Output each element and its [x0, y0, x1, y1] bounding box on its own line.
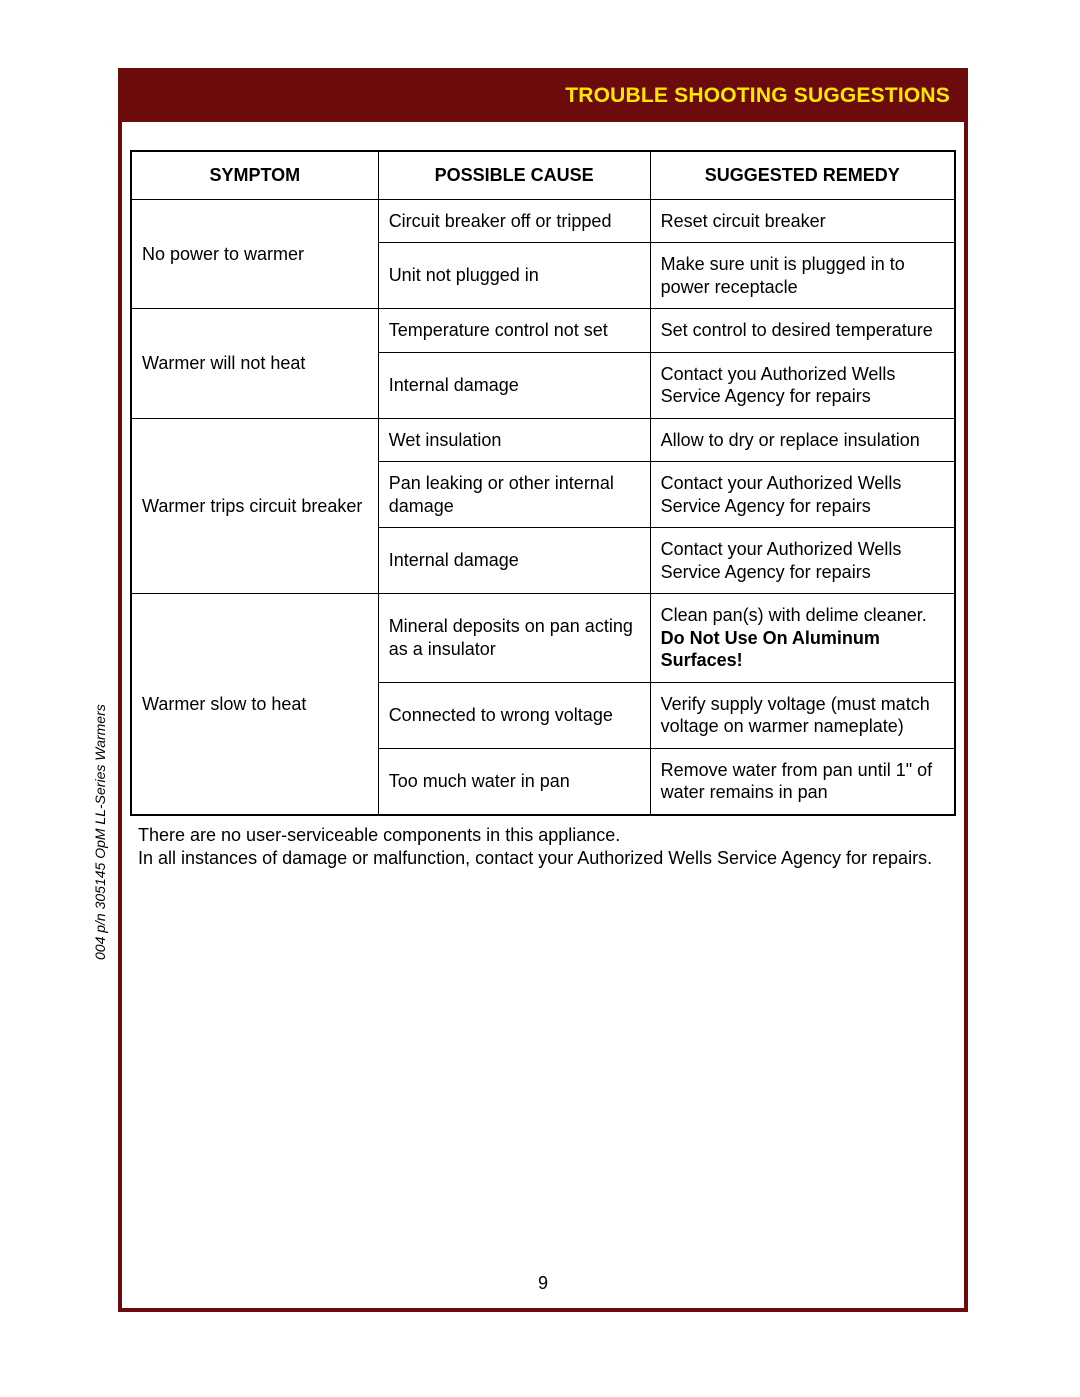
cell-remedy: Set control to desired temperature: [650, 309, 955, 353]
cell-remedy: Verify supply voltage (must match voltag…: [650, 682, 955, 748]
page-frame: TROUBLE SHOOTING SUGGESTIONS SYMPTOM POS…: [118, 68, 968, 1312]
cell-remedy: Clean pan(s) with delime cleaner. Do Not…: [650, 594, 955, 683]
cell-cause: Temperature control not set: [378, 309, 650, 353]
cell-symptom: Warmer slow to heat: [131, 594, 378, 815]
cell-remedy: Contact your Authorized Wells Service Ag…: [650, 528, 955, 594]
cell-cause: Connected to wrong voltage: [378, 682, 650, 748]
header-remedy: SUGGESTED REMEDY: [650, 151, 955, 199]
remedy-bold: Do Not Use On Aluminum Surfaces!: [661, 628, 880, 671]
cell-cause: Pan leaking or other internal damage: [378, 462, 650, 528]
side-label: 004 p/n 305145 OpM LL-Series Warmers: [92, 704, 108, 960]
content-area: SYMPTOM POSSIBLE CAUSE SUGGESTED REMEDY …: [122, 122, 964, 870]
table-row: Warmer trips circuit breaker Wet insulat…: [131, 418, 955, 462]
table-row: No power to warmer Circuit breaker off o…: [131, 199, 955, 243]
cell-remedy: Remove water from pan until 1" of water …: [650, 748, 955, 815]
table-row: Warmer slow to heat Mineral deposits on …: [131, 594, 955, 683]
table-row: Warmer will not heat Temperature control…: [131, 309, 955, 353]
cell-remedy: Reset circuit breaker: [650, 199, 955, 243]
notes-line: In all instances of damage or malfunctio…: [138, 847, 948, 870]
cell-cause: Too much water in pan: [378, 748, 650, 815]
cell-remedy: Contact your Authorized Wells Service Ag…: [650, 462, 955, 528]
cell-symptom: Warmer will not heat: [131, 309, 378, 419]
troubleshooting-table: SYMPTOM POSSIBLE CAUSE SUGGESTED REMEDY …: [130, 150, 956, 816]
cell-symptom: No power to warmer: [131, 199, 378, 309]
cell-cause: Wet insulation: [378, 418, 650, 462]
remedy-text: Clean pan(s) with delime cleaner.: [661, 605, 927, 625]
header-symptom: SYMPTOM: [131, 151, 378, 199]
cell-cause: Internal damage: [378, 352, 650, 418]
header-cause: POSSIBLE CAUSE: [378, 151, 650, 199]
page-number: 9: [122, 1273, 964, 1294]
cell-cause: Circuit breaker off or tripped: [378, 199, 650, 243]
notes-line: There are no user-serviceable components…: [138, 824, 948, 847]
cell-remedy: Allow to dry or replace insulation: [650, 418, 955, 462]
notes-block: There are no user-serviceable components…: [130, 816, 956, 871]
cell-symptom: Warmer trips circuit breaker: [131, 418, 378, 594]
table-header-row: SYMPTOM POSSIBLE CAUSE SUGGESTED REMEDY: [131, 151, 955, 199]
cell-remedy: Contact you Authorized Wells Service Age…: [650, 352, 955, 418]
section-title: TROUBLE SHOOTING SUGGESTIONS: [122, 72, 964, 122]
cell-cause: Unit not plugged in: [378, 243, 650, 309]
cell-remedy: Make sure unit is plugged in to power re…: [650, 243, 955, 309]
cell-cause: Internal damage: [378, 528, 650, 594]
cell-cause: Mineral deposits on pan acting as a insu…: [378, 594, 650, 683]
